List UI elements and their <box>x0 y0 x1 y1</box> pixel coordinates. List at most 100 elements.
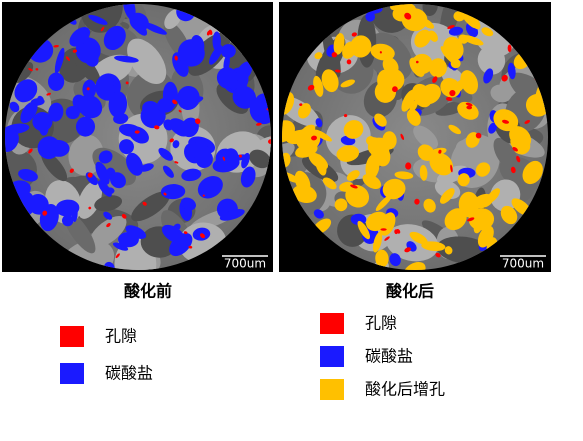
legend-swatch <box>60 363 84 384</box>
overlay <box>5 4 271 270</box>
texture-blob <box>107 79 115 87</box>
texture-blob <box>97 180 112 197</box>
texture-blob <box>53 45 59 48</box>
texture-blob <box>128 126 149 144</box>
texture-blob <box>429 152 454 176</box>
texture-blob <box>357 220 371 240</box>
texture-blob <box>481 27 494 37</box>
texture-blob <box>42 210 48 216</box>
texture-blob <box>239 154 242 158</box>
texture-blob <box>507 44 512 53</box>
texture-blob <box>409 231 428 245</box>
texture-blob <box>95 161 110 185</box>
legend-label: 碳酸盐 <box>105 364 153 383</box>
texture-blob <box>127 38 167 84</box>
caption: 酸化后 <box>386 282 434 301</box>
texture-blob <box>367 137 385 150</box>
texture-blob <box>268 139 271 144</box>
texture-blob <box>382 178 406 200</box>
texture-blob <box>32 112 53 132</box>
texture-blob <box>501 74 508 82</box>
texture-blob <box>134 130 140 134</box>
texture-blob <box>389 253 401 267</box>
texture-blob <box>401 89 416 112</box>
texture-blob <box>450 164 453 173</box>
texture-blob <box>362 174 382 190</box>
texture-blob <box>209 45 223 65</box>
texture-blob <box>14 79 38 103</box>
texture-blob <box>83 50 99 67</box>
texture-blob <box>240 166 256 188</box>
legend-swatch <box>320 346 344 367</box>
texture-blob <box>411 53 433 75</box>
texture-blob <box>112 242 129 251</box>
texture-blob <box>282 142 295 164</box>
scale-bar-label: 700um <box>224 257 266 271</box>
texture-blob <box>458 34 469 44</box>
texture-blob <box>427 147 447 157</box>
texture-blob <box>450 58 461 69</box>
texture-blob <box>465 102 473 107</box>
texture-blob <box>372 231 383 253</box>
texture-blob <box>500 205 518 225</box>
texture-blob <box>444 246 453 255</box>
texture-blob <box>510 166 516 174</box>
texture-blob <box>46 92 52 96</box>
texture-blob <box>457 101 479 120</box>
texture-blob <box>298 103 311 119</box>
texture-blob <box>315 154 327 176</box>
texture-blob <box>321 69 339 93</box>
texture-blob <box>9 101 20 113</box>
texture-blob <box>48 72 65 91</box>
texture-blob <box>336 145 360 162</box>
texture-blob <box>522 160 543 185</box>
texture-blob <box>125 225 147 239</box>
texture-blob <box>516 155 521 163</box>
texture-blob <box>108 91 128 118</box>
texture-blob <box>343 120 364 139</box>
texture-blob <box>404 247 411 253</box>
legend-swatch <box>320 313 344 334</box>
texture-blob <box>419 165 428 181</box>
texture-blob <box>65 56 71 61</box>
texture-blob <box>161 224 185 244</box>
texture-blob <box>255 122 262 126</box>
texture-blob <box>405 162 412 170</box>
texture-blob <box>100 26 105 32</box>
texture-blob <box>169 138 174 143</box>
texture-blob <box>180 197 196 211</box>
texture-blob <box>440 46 457 65</box>
texture-blob <box>88 14 108 25</box>
texture-blob <box>177 85 200 110</box>
texture-blob <box>346 59 352 65</box>
texture-blob <box>428 58 447 78</box>
legend-swatch <box>60 326 84 347</box>
texture-blob <box>345 184 370 208</box>
texture-blob <box>232 85 257 109</box>
texture-blob <box>106 223 111 228</box>
texture-blob <box>350 184 358 189</box>
texture-blob <box>18 168 38 182</box>
texture-blob <box>493 137 519 171</box>
texture-blob <box>163 192 167 196</box>
texture-blob <box>311 135 317 141</box>
texture-blob <box>488 122 498 134</box>
texture-blob <box>440 188 455 204</box>
texture-blob <box>322 177 337 190</box>
texture-blob <box>77 180 103 219</box>
texture-blob <box>114 55 139 63</box>
texture-blob <box>423 198 436 213</box>
legend-swatch <box>320 379 344 400</box>
texture-blob <box>241 152 250 169</box>
texture-blob <box>524 120 531 124</box>
texture-blob <box>174 55 178 61</box>
texture-blob <box>438 149 442 154</box>
texture-blob <box>55 199 80 217</box>
texture-blob <box>420 18 435 29</box>
legend-label: 孔隙 <box>105 327 137 346</box>
texture-blob <box>98 150 113 164</box>
texture-blob <box>212 155 240 173</box>
texture-blob <box>160 184 186 200</box>
texture-blob <box>351 32 357 37</box>
texture-blob <box>370 4 412 33</box>
